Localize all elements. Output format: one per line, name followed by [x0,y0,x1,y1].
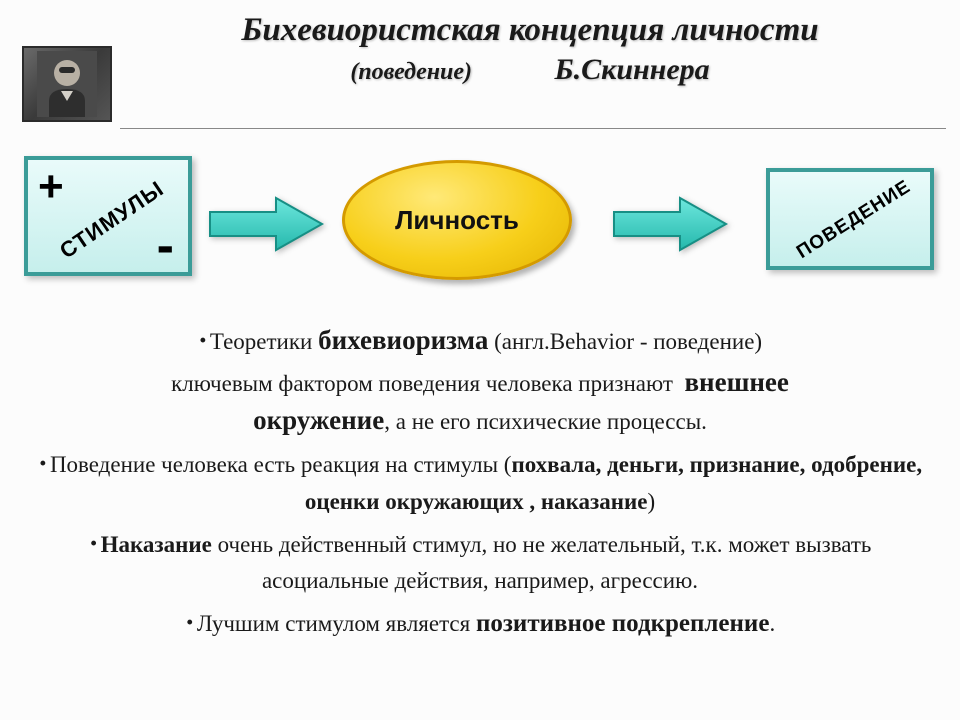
bullet-4: Лучшим стимулом является позитивное подк… [32,602,928,645]
behavior-label: ПОВЕДЕНИЕ [793,176,915,264]
flow-diagram: + - СТИМУЛЫ Личность ПОВЕДЕНИЕ [0,150,960,320]
title-line-2: (поведение) Б.Скиннера [120,53,940,87]
title-subtitle: (поведение) [350,59,472,85]
stimuli-label: СТИМУЛЫ [55,176,169,265]
behavior-box: ПОВЕДЕНИЕ [766,168,934,270]
personality-label: Личность [395,205,519,236]
minus-sign: - [157,216,174,276]
bullet-1: Теоретики бихевиоризма (англ.Behavior - … [32,320,928,439]
slide-title-block: Бихевиористская концепция личности (пове… [0,0,960,91]
title-line-1: Бихевиористская концепция личности [120,12,940,49]
arrow-2 [610,194,730,254]
stimuli-box: + - СТИМУЛЫ [24,156,192,276]
divider-line [120,128,946,129]
arrow-1 [206,194,326,254]
plus-sign: + [38,162,64,212]
portrait-photo [22,46,112,122]
bullet-text-block: Теоретики бихевиоризма (англ.Behavior - … [32,320,928,648]
bullet-2: Поведение человека есть реакция на стиму… [32,443,928,518]
personality-ellipse: Личность [342,160,572,280]
bullet-3: Наказание очень действенный стимул, но н… [32,523,928,598]
person-silhouette-icon [37,51,97,117]
title-author: Б.Скиннера [555,53,710,86]
